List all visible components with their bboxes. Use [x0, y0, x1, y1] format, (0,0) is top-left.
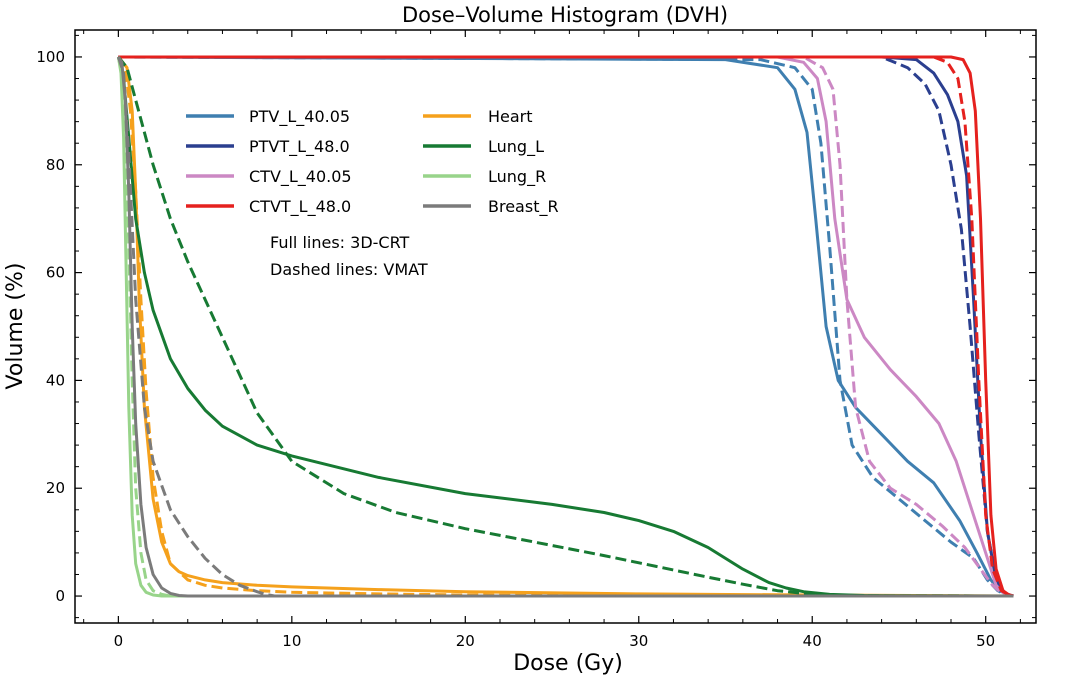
legend: PTV_L_40.05 PTVT_L_48.0 CTV_L_40.05 CTVT_L_…	[186, 107, 559, 217]
annotation-dashed-lines: Dashed lines: VMAT	[270, 260, 428, 279]
y-tick-label: 80	[46, 156, 65, 174]
legend-label: CTVT_L_48.0	[249, 197, 351, 217]
x-tick-label: 10	[282, 632, 301, 650]
series-line-breast-r-3dcrt	[117, 56, 1014, 598]
series-line-lung-l-3dcrt	[116, 56, 1014, 598]
series-line-lung-l-vmat	[117, 56, 1014, 598]
legend-label: Lung_R	[488, 167, 546, 187]
y-tick-label: 20	[46, 479, 65, 497]
legend-label: PTVT_L_48.0	[249, 137, 350, 157]
chart-title: Dose–Volume Histogram (DVH)	[402, 3, 728, 27]
x-tick-label: 20	[456, 632, 475, 650]
axis-ticks: 0 10 20 30 40 50 0 20 40 60 80 100	[36, 30, 1036, 650]
x-tick-label: 40	[803, 632, 822, 650]
series-layer	[116, 55, 1014, 598]
legend-label: PTV_L_40.05	[249, 107, 350, 127]
legend-label: CTV_L_40.05	[249, 167, 352, 187]
x-tick-label: 30	[629, 632, 648, 650]
series-line-heart-vmat	[117, 56, 1014, 598]
series-line-breast-r-vmat	[116, 56, 1014, 598]
series-line-ctvt-l-480-vmat	[118, 55, 1014, 598]
series-line-ptv-l-4005-3dcrt	[118, 55, 1014, 598]
legend-label: Heart	[488, 107, 533, 126]
y-tick-label: 0	[55, 587, 65, 605]
y-axis-title: Volume (%)	[3, 263, 28, 390]
series-line-lung-r-3dcrt	[116, 56, 1014, 598]
legend-label: Lung_L	[488, 137, 544, 157]
plot-frame	[74, 29, 1037, 624]
y-tick-label: 100	[36, 48, 65, 66]
y-tick-label: 60	[46, 264, 65, 282]
x-axis-title: Dose (Gy)	[513, 651, 623, 676]
y-tick-label: 40	[46, 371, 65, 389]
x-tick-label: 0	[114, 632, 124, 650]
x-tick-label: 50	[976, 632, 995, 650]
legend-label: Breast_R	[488, 197, 559, 217]
series-line-ptv-l-4005-vmat	[118, 55, 1014, 598]
series-line-ctv-l-4005-vmat	[118, 55, 1014, 598]
series-line-ctv-l-4005-3dcrt	[118, 55, 1014, 598]
annotation-full-lines: Full lines: 3D-CRT	[270, 233, 410, 252]
